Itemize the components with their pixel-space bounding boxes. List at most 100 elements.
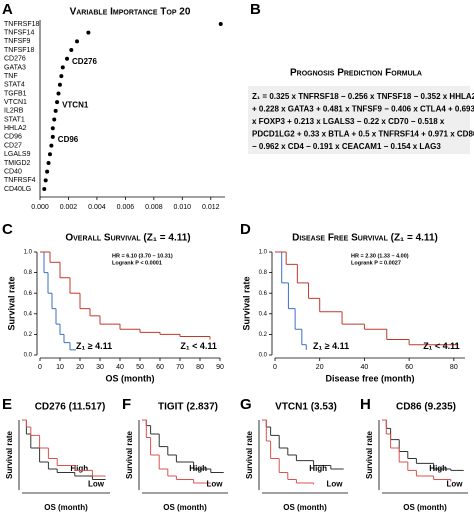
dot [42, 187, 47, 191]
chart-title: CD276 (11.517) [35, 402, 106, 413]
dot [50, 134, 55, 139]
y-tick-label: 0.4 [259, 311, 268, 317]
y-axis-label: Survival rate [365, 430, 374, 479]
x-tick-label: 0.012 [202, 204, 220, 211]
x-tick-label: 40 [116, 364, 124, 371]
x-tick-label: 70 [176, 364, 184, 371]
category-label: TNF [4, 73, 18, 80]
dot [43, 178, 48, 183]
dot [46, 160, 51, 165]
y-tick-label: 0.2 [24, 332, 33, 338]
x-tick-label: 30 [96, 364, 104, 371]
formula-line: Z₁ = 0.325 x TNFRSF18 − 0.256 x TNFSF18 … [252, 92, 474, 101]
dot [218, 22, 223, 26]
x-tick-label: 40 [361, 364, 369, 371]
y-tick-label: 0.6 [24, 291, 33, 297]
y-tick-label: 1.0 [24, 250, 33, 256]
x-axis-label: OS (month) [44, 503, 88, 512]
x-tick-label: 0 [38, 364, 42, 371]
chart-title: CD86 (9.235) [396, 402, 456, 413]
chart-title: Variable Importance Top 20 [70, 7, 191, 18]
panel-label: A [2, 1, 13, 18]
formula-line: PDCD1LG2 + 0.33 x BTLA + 0.5 x TNFRSF14 … [252, 130, 474, 139]
category-label: HHLA2 [4, 125, 27, 132]
panel-label: D [240, 221, 251, 238]
category-label: STAT4 [4, 82, 25, 89]
x-tick-label: 90 [216, 364, 224, 371]
category-label: IL2RB [4, 108, 24, 115]
annotation: HR = 6.10 (3.70 – 10.31) [112, 253, 173, 259]
panel-label: E [2, 396, 12, 413]
x-axis-label: OS (month) [403, 503, 447, 512]
dot [56, 91, 61, 96]
category-label: CD40 [4, 168, 22, 175]
legend-label: High [189, 464, 207, 473]
x-tick-label: 80 [450, 364, 458, 371]
panel-label: G [240, 396, 252, 413]
x-axis-label: OS (month) [163, 503, 207, 512]
category-label: TNFRSF4 [4, 177, 36, 184]
chart-title: TIGIT (2.837) [158, 402, 218, 413]
annotation: Logrank P < 0.0001 [112, 260, 162, 266]
formula-title: Prognosis Prediction Formula [290, 68, 422, 79]
dot [57, 82, 62, 87]
annotation: Logrank P = 0.0027 [351, 260, 401, 266]
category-label: TMIGD2 [4, 160, 31, 167]
chart-title: Overall Survival (Z₁ = 4.11) [65, 233, 190, 244]
category-label: TNFRSF18 [4, 21, 40, 28]
x-tick-label: 0 [273, 364, 277, 371]
y-axis-label: Survival rate [6, 276, 16, 330]
category-label: CD27 [4, 142, 22, 149]
x-axis-label: OS (month) [106, 373, 155, 383]
y-tick-label: 0.0 [259, 353, 268, 359]
panel-label: C [2, 221, 13, 238]
category-label: TNFSF18 [4, 47, 34, 54]
x-tick-label: 80 [196, 364, 204, 371]
legend-label: High [70, 464, 88, 473]
x-tick-label: 0.006 [117, 204, 135, 211]
x-tick-label: 0.010 [174, 204, 192, 211]
panel-label: H [360, 396, 371, 413]
legend-label: High [429, 464, 447, 473]
panel-label: F [122, 396, 131, 413]
legend-label: Low [207, 480, 224, 489]
category-label: TNFSF9 [4, 38, 31, 45]
x-tick-label: 10 [56, 364, 64, 371]
x-tick-label: 60 [156, 364, 164, 371]
x-tick-label: 50 [136, 364, 144, 371]
dot [55, 100, 60, 105]
x-tick-label: 0.000 [31, 204, 49, 211]
dot [47, 152, 52, 157]
annotation: CD276 [72, 57, 97, 66]
dot [45, 169, 50, 174]
dot [75, 39, 79, 44]
y-tick-label: 0.8 [24, 270, 33, 276]
x-tick-label: 0.008 [145, 204, 163, 211]
legend-label: High [309, 464, 327, 473]
legend-label: Low [327, 480, 344, 489]
y-tick-label: 0.6 [259, 291, 268, 297]
dot [49, 143, 54, 148]
dot [50, 126, 55, 131]
category-label: TGFB1 [4, 90, 27, 97]
category-label: VTCN1 [4, 99, 27, 106]
formula-box [248, 86, 470, 154]
y-axis-label: Survival rate [125, 430, 134, 479]
panel-label: B [250, 1, 261, 18]
dot [69, 48, 74, 53]
y-tick-label: 0.2 [259, 332, 268, 338]
legend-label: Z₁ ≥ 4.11 [313, 341, 349, 351]
y-axis-label: Survival rate [5, 430, 14, 479]
x-axis-label: Disease free (month) [325, 373, 414, 383]
legend-label: Z₁ < 4.11 [180, 341, 217, 351]
y-tick-label: 0.4 [24, 311, 33, 317]
chart-title: VTCN1 (3.53) [275, 402, 337, 413]
category-label: STAT1 [4, 116, 25, 123]
category-label: CD40LG [4, 186, 31, 193]
y-tick-label: 0.8 [259, 270, 268, 276]
x-tick-label: 20 [316, 364, 324, 371]
x-tick-label: 20 [76, 364, 84, 371]
x-tick-label: 0.002 [60, 204, 78, 211]
category-label: GATA3 [4, 64, 26, 71]
